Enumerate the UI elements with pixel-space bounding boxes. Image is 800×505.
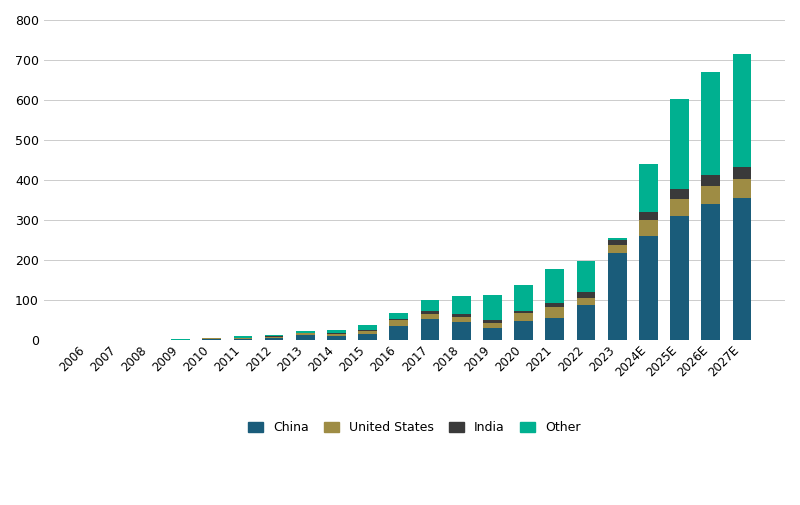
Bar bbox=[514, 285, 533, 312]
Bar bbox=[608, 240, 626, 245]
Bar bbox=[670, 99, 689, 189]
Bar bbox=[234, 338, 252, 339]
Bar bbox=[327, 336, 346, 340]
Bar bbox=[327, 334, 346, 336]
Bar bbox=[202, 339, 221, 340]
Bar bbox=[639, 220, 658, 236]
Bar bbox=[452, 314, 470, 317]
Bar bbox=[639, 212, 658, 220]
Bar bbox=[265, 337, 283, 338]
Bar bbox=[421, 319, 439, 340]
Bar bbox=[608, 245, 626, 253]
Bar bbox=[358, 325, 377, 330]
Bar bbox=[702, 72, 720, 175]
Bar bbox=[733, 54, 751, 167]
Bar bbox=[639, 164, 658, 212]
Bar bbox=[327, 330, 346, 333]
Bar bbox=[577, 298, 595, 305]
Bar bbox=[296, 333, 314, 335]
Bar bbox=[265, 338, 283, 340]
Bar bbox=[421, 311, 439, 315]
Bar bbox=[670, 216, 689, 340]
Bar bbox=[514, 313, 533, 321]
Bar bbox=[639, 236, 658, 340]
Bar bbox=[296, 331, 314, 333]
Bar bbox=[577, 305, 595, 340]
Bar bbox=[234, 339, 252, 340]
Bar bbox=[702, 204, 720, 340]
Bar bbox=[390, 314, 408, 319]
Bar bbox=[452, 317, 470, 322]
Bar bbox=[421, 300, 439, 311]
Bar bbox=[514, 312, 533, 313]
Bar bbox=[452, 322, 470, 340]
Bar bbox=[733, 179, 751, 198]
Bar bbox=[390, 321, 408, 326]
Bar bbox=[546, 269, 564, 304]
Bar bbox=[483, 323, 502, 328]
Bar bbox=[546, 304, 564, 308]
Bar bbox=[702, 186, 720, 204]
Bar bbox=[358, 330, 377, 331]
Bar bbox=[421, 315, 439, 319]
Bar bbox=[670, 189, 689, 199]
Bar bbox=[577, 292, 595, 298]
Bar bbox=[546, 318, 564, 340]
Bar bbox=[483, 320, 502, 323]
Bar bbox=[296, 335, 314, 340]
Bar bbox=[265, 335, 283, 336]
Bar bbox=[514, 321, 533, 340]
Bar bbox=[483, 328, 502, 340]
Bar bbox=[390, 326, 408, 340]
Bar bbox=[358, 334, 377, 340]
Bar bbox=[608, 253, 626, 340]
Bar bbox=[670, 199, 689, 216]
Bar bbox=[733, 198, 751, 340]
Bar bbox=[452, 296, 470, 314]
Bar bbox=[234, 336, 252, 338]
Bar bbox=[577, 262, 595, 292]
Legend: China, United States, India, Other: China, United States, India, Other bbox=[243, 417, 586, 439]
Bar bbox=[390, 319, 408, 321]
Bar bbox=[546, 308, 564, 318]
Bar bbox=[358, 331, 377, 334]
Bar bbox=[733, 167, 751, 179]
Bar bbox=[483, 295, 502, 320]
Bar bbox=[608, 238, 626, 240]
Bar bbox=[702, 175, 720, 186]
